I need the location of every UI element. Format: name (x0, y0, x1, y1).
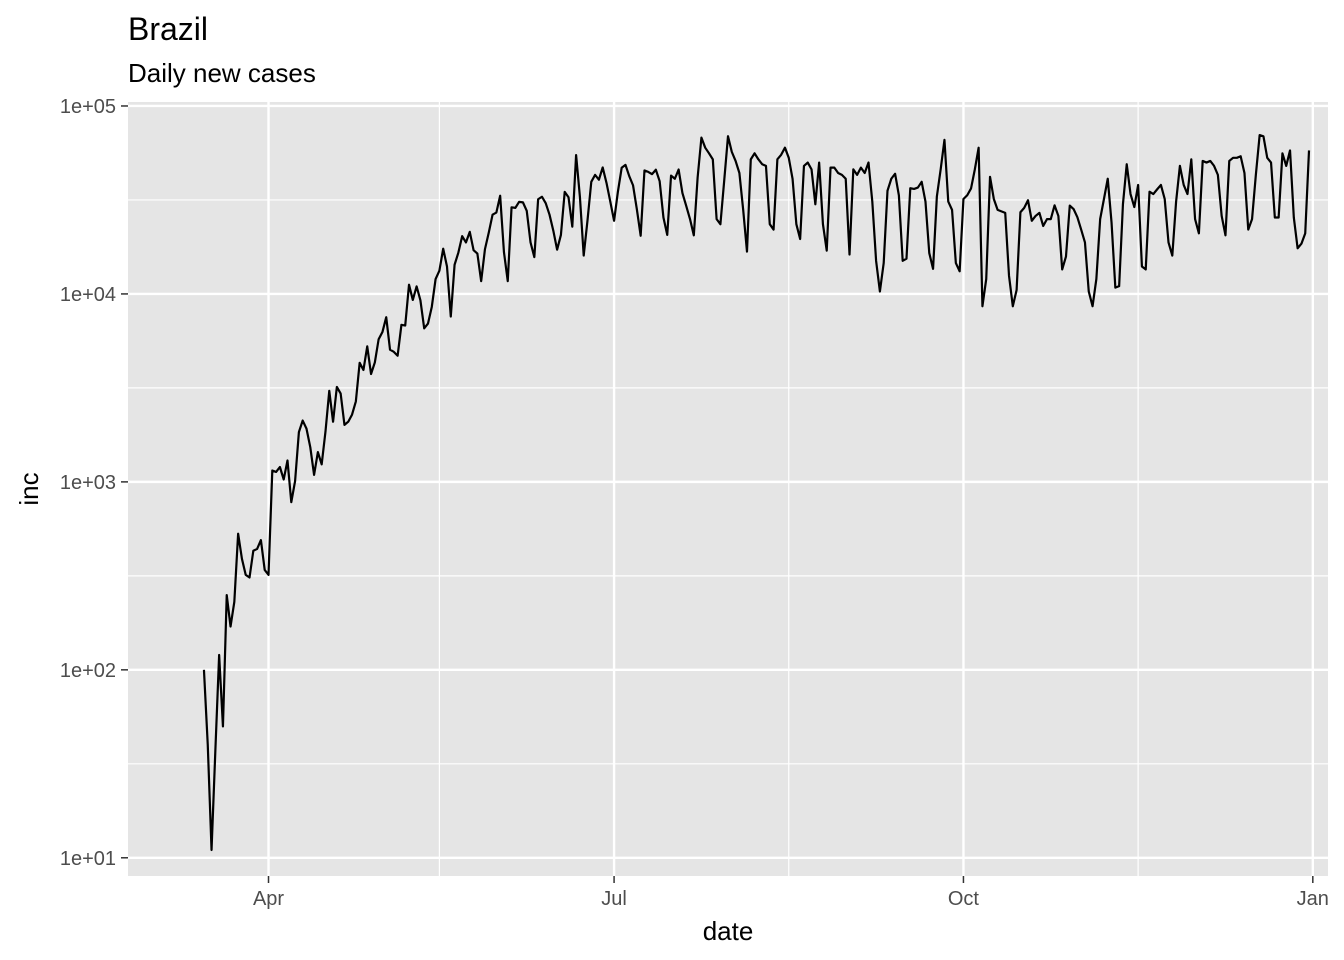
x-axis-title: date (703, 916, 754, 946)
chart-title: Brazil (128, 11, 208, 47)
x-tick-label: Oct (948, 888, 980, 910)
x-tick-label: Jan (1297, 888, 1329, 910)
y-axis-ticks: 1e+01 1e+02 1e+03 1e+04 1e+05 (60, 96, 128, 870)
y-tick-label: 1e+02 (60, 660, 116, 682)
x-tick-label: Jul (601, 888, 627, 910)
y-axis-title: inc (14, 472, 44, 505)
y-tick-label: 1e+01 (60, 848, 116, 870)
series-line-0 (202, 134, 1311, 852)
minor-gridlines (128, 102, 1328, 876)
chart-subtitle: Daily new cases (128, 58, 316, 88)
y-tick-label: 1e+04 (60, 284, 116, 306)
y-tick-label: 1e+03 (60, 472, 116, 494)
x-axis-ticks: Apr Jul Oct Jan (253, 876, 1329, 910)
x-tick-label: Apr (253, 888, 284, 910)
major-gridlines (128, 102, 1328, 876)
y-tick-label: 1e+05 (60, 96, 116, 118)
plot-panel (128, 102, 1328, 876)
series-lines (202, 134, 1311, 852)
